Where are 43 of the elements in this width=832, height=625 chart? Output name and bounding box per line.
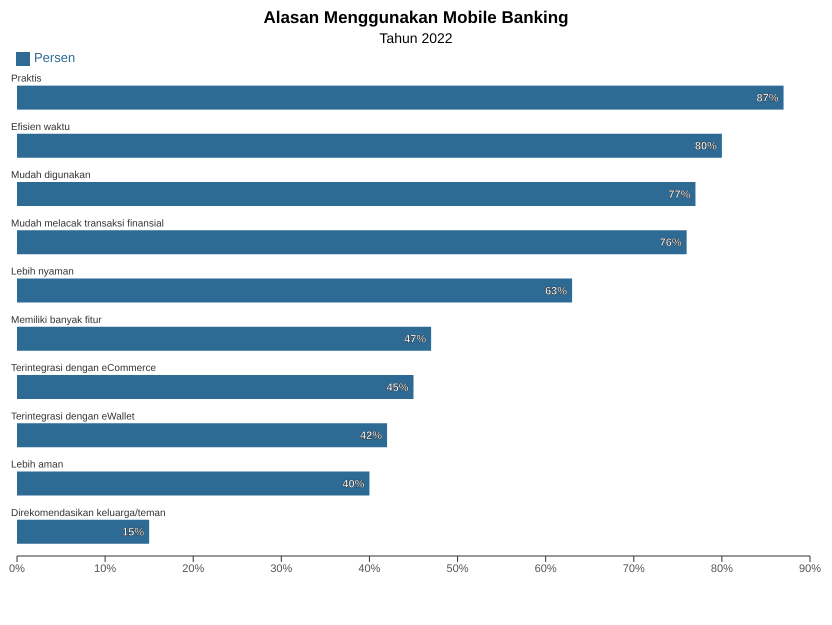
legend-label: Persen xyxy=(34,50,76,65)
bar xyxy=(17,182,696,206)
x-tick-label: 90% xyxy=(798,562,822,575)
y-tick-label: Terintegrasi dengan eCommerce xyxy=(11,363,157,374)
y-tick-label: Mudah melacak transaksi finansial xyxy=(11,218,164,230)
data-label: 47% xyxy=(404,334,426,346)
y-tick-label: Mudah digunakan xyxy=(11,170,91,182)
data-label: 63% xyxy=(545,285,568,298)
chart-subtitle: Tahun 2022 xyxy=(378,30,454,46)
x-tick-label: 60% xyxy=(534,562,557,575)
x-tick-label: 50% xyxy=(446,562,469,575)
x-tick-label: 30% xyxy=(270,562,293,575)
bar xyxy=(17,278,572,303)
x-tick-label: 80% xyxy=(710,562,734,575)
data-label: 40% xyxy=(342,478,365,490)
data-label: 80% xyxy=(694,140,718,153)
bar xyxy=(17,134,722,158)
data-label: 15% xyxy=(122,526,144,539)
x-tick-label: 0% xyxy=(9,562,26,575)
bar xyxy=(17,326,432,351)
bar xyxy=(17,230,687,254)
chart-title: Alasan Menggunakan Mobile Banking xyxy=(262,8,570,28)
data-label: 76% xyxy=(660,237,682,250)
y-tick-label: Lebih aman xyxy=(11,460,64,471)
y-tick-label: Praktis xyxy=(11,74,42,85)
bar xyxy=(17,86,784,110)
data-label: 45% xyxy=(386,382,409,394)
x-tick-label: 70% xyxy=(622,562,645,575)
x-tick-label: 10% xyxy=(94,562,116,575)
y-tick-label: Efisien waktu xyxy=(11,122,70,133)
bar xyxy=(17,375,414,400)
data-label: 87% xyxy=(756,92,779,104)
y-tick-label: Memiliki banyak fitur xyxy=(11,314,102,326)
data-label: 42% xyxy=(360,430,382,442)
bar xyxy=(17,423,388,448)
bar xyxy=(17,472,370,496)
x-tick-label: 40% xyxy=(358,562,381,575)
x-tick-label: 20% xyxy=(182,562,204,575)
y-tick-label: Direkomendasikan keluarga/teman xyxy=(11,508,166,519)
data-label: 77% xyxy=(668,188,691,201)
y-tick-label: Terintegrasi dengan eWallet xyxy=(11,411,135,422)
bar xyxy=(17,520,150,544)
y-tick-label: Lebih nyaman xyxy=(11,266,74,278)
